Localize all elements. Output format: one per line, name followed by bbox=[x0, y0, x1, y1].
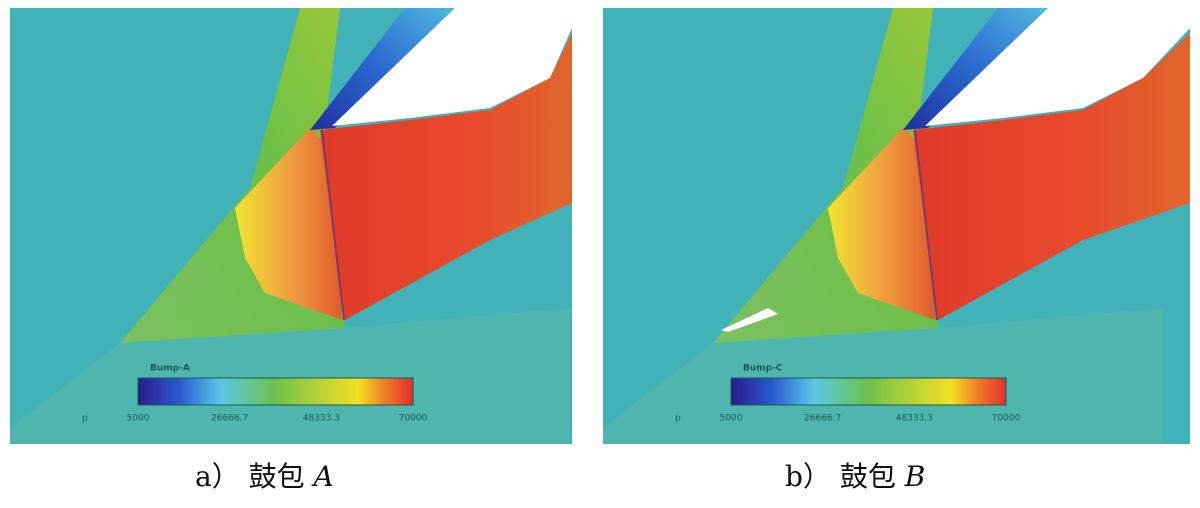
contour-panel: Bump-C p 5000 26666.7 48333.3 70000 bbox=[603, 8, 1190, 444]
caption-letter: B bbox=[904, 460, 926, 493]
legend-title: Bump-A bbox=[150, 364, 190, 374]
blue-streak bbox=[903, 8, 1048, 130]
legend-title: Bump-C bbox=[743, 364, 783, 374]
colorbar-tick-label: 5000 bbox=[720, 414, 743, 424]
colorbar-tick-label: 70000 bbox=[399, 414, 428, 424]
caption-letter: A bbox=[311, 460, 334, 493]
colorbar-tick-label: 26666.7 bbox=[804, 414, 841, 424]
compression-zone bbox=[828, 128, 935, 320]
lower-region bbox=[603, 308, 1163, 444]
caption-text: 鼓包 bbox=[840, 460, 896, 493]
lower-region bbox=[10, 308, 570, 444]
high-pressure bbox=[320, 33, 572, 320]
caption-label: a） bbox=[195, 460, 240, 493]
colorbar-tick-label: 48333.3 bbox=[896, 414, 933, 424]
variable-label: p bbox=[82, 414, 88, 424]
colorbar bbox=[730, 377, 1007, 406]
colorbar-tick-label: 5000 bbox=[127, 414, 150, 424]
colorbar bbox=[137, 377, 414, 406]
contour-panel: Bump-A p 5000 26666.7 48333.3 70000 bbox=[10, 8, 572, 444]
compression-zone bbox=[235, 128, 342, 320]
caption-label: b） bbox=[785, 460, 831, 493]
white-spot bbox=[721, 308, 778, 332]
shock-line bbox=[321, 129, 345, 321]
colorbar-tick-label: 48333.3 bbox=[303, 414, 340, 424]
white-region bbox=[332, 8, 572, 126]
white-region bbox=[925, 8, 1190, 126]
blue-streak bbox=[310, 8, 455, 130]
variable-label: p bbox=[675, 414, 681, 424]
shock-line bbox=[914, 129, 938, 321]
caption-text: 鼓包 bbox=[249, 460, 305, 493]
colorbar-tick-label: 70000 bbox=[992, 414, 1021, 424]
caption: a） 鼓包 A bbox=[195, 460, 334, 493]
caption: b） 鼓包 B bbox=[785, 460, 925, 493]
high-pressure bbox=[913, 33, 1190, 320]
colorbar-tick-label: 26666.7 bbox=[211, 414, 248, 424]
